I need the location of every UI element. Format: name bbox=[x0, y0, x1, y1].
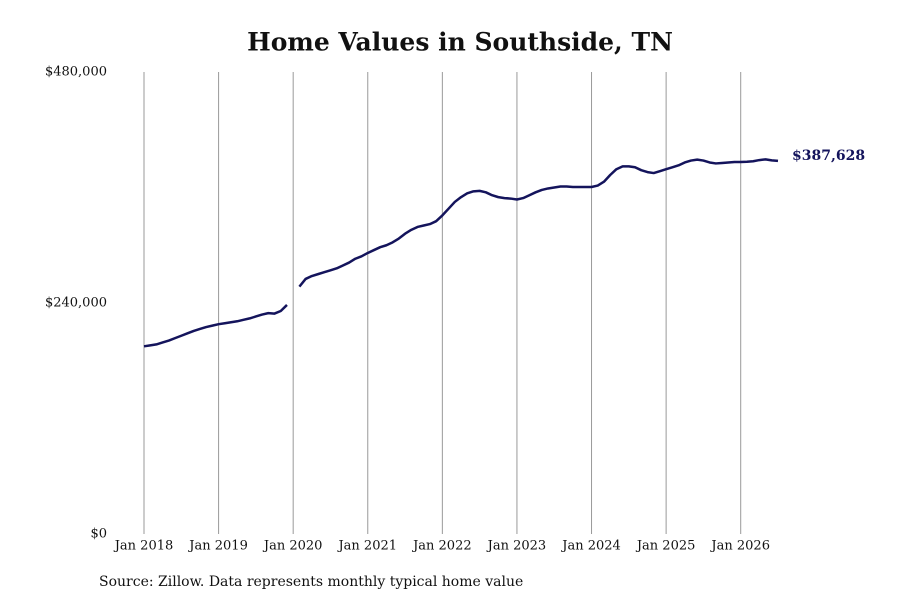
x-tick-label: Jan 2024 bbox=[560, 539, 621, 554]
x-tick-label: Jan 2025 bbox=[635, 539, 696, 554]
x-tick-label: Jan 2018 bbox=[113, 539, 174, 554]
y-tick-label: $0 bbox=[90, 527, 107, 542]
source-note: Source: Zillow. Data represents monthly … bbox=[99, 574, 523, 590]
x-tick-label: Jan 2022 bbox=[411, 539, 472, 554]
y-tick-label: $240,000 bbox=[45, 296, 107, 311]
x-tick-label: Jan 2026 bbox=[709, 539, 770, 554]
end-value-label: $387,628 bbox=[792, 148, 865, 164]
x-tick-label: Jan 2023 bbox=[486, 539, 547, 554]
chart-title: Home Values in Southside, TN bbox=[247, 28, 673, 57]
x-tick-label: Jan 2021 bbox=[336, 539, 397, 554]
x-tick-label: Jan 2020 bbox=[262, 539, 323, 554]
series-line bbox=[298, 158, 779, 288]
series-line bbox=[143, 304, 288, 348]
x-tick-label: Jan 2019 bbox=[187, 539, 248, 554]
y-tick-label: $480,000 bbox=[45, 65, 107, 80]
